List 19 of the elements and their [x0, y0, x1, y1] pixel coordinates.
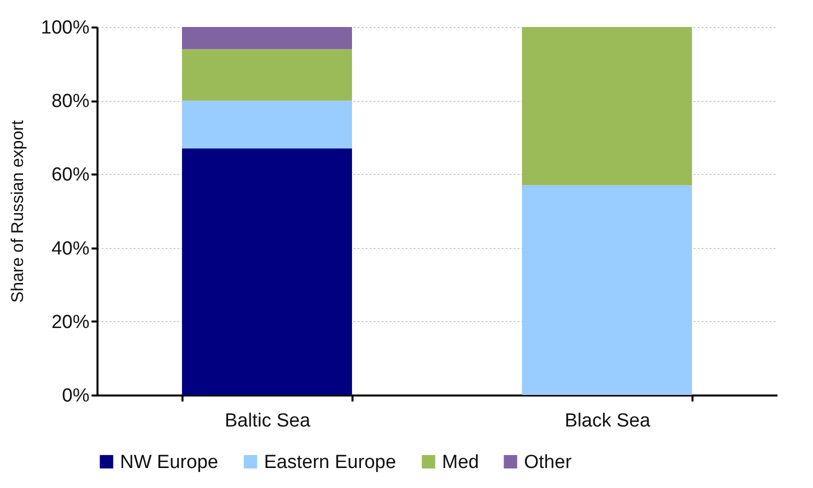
legend-label: Eastern Europe — [264, 452, 396, 473]
legend-label: Other — [524, 452, 572, 473]
bar — [182, 100, 352, 148]
x-tick-label: Baltic Sea — [224, 410, 311, 432]
bar — [522, 185, 692, 395]
x-tick-label: Black Sea — [564, 410, 651, 432]
legend-label: NW Europe — [120, 452, 218, 473]
y-tick-label: 0% — [62, 386, 90, 406]
bar — [182, 49, 352, 101]
bar — [182, 148, 352, 395]
y-tick-label: 40% — [51, 238, 90, 260]
y-tick-label: 20% — [51, 312, 90, 333]
y-tick-label: 100% — [40, 18, 90, 38]
y-tick-label: 80% — [51, 91, 90, 112]
bar — [522, 27, 692, 186]
legend-label: Med — [442, 452, 479, 473]
y-axis-title: Share of Russian export — [8, 120, 27, 303]
bar — [182, 27, 352, 50]
y-tick-label: 60% — [51, 164, 90, 186]
